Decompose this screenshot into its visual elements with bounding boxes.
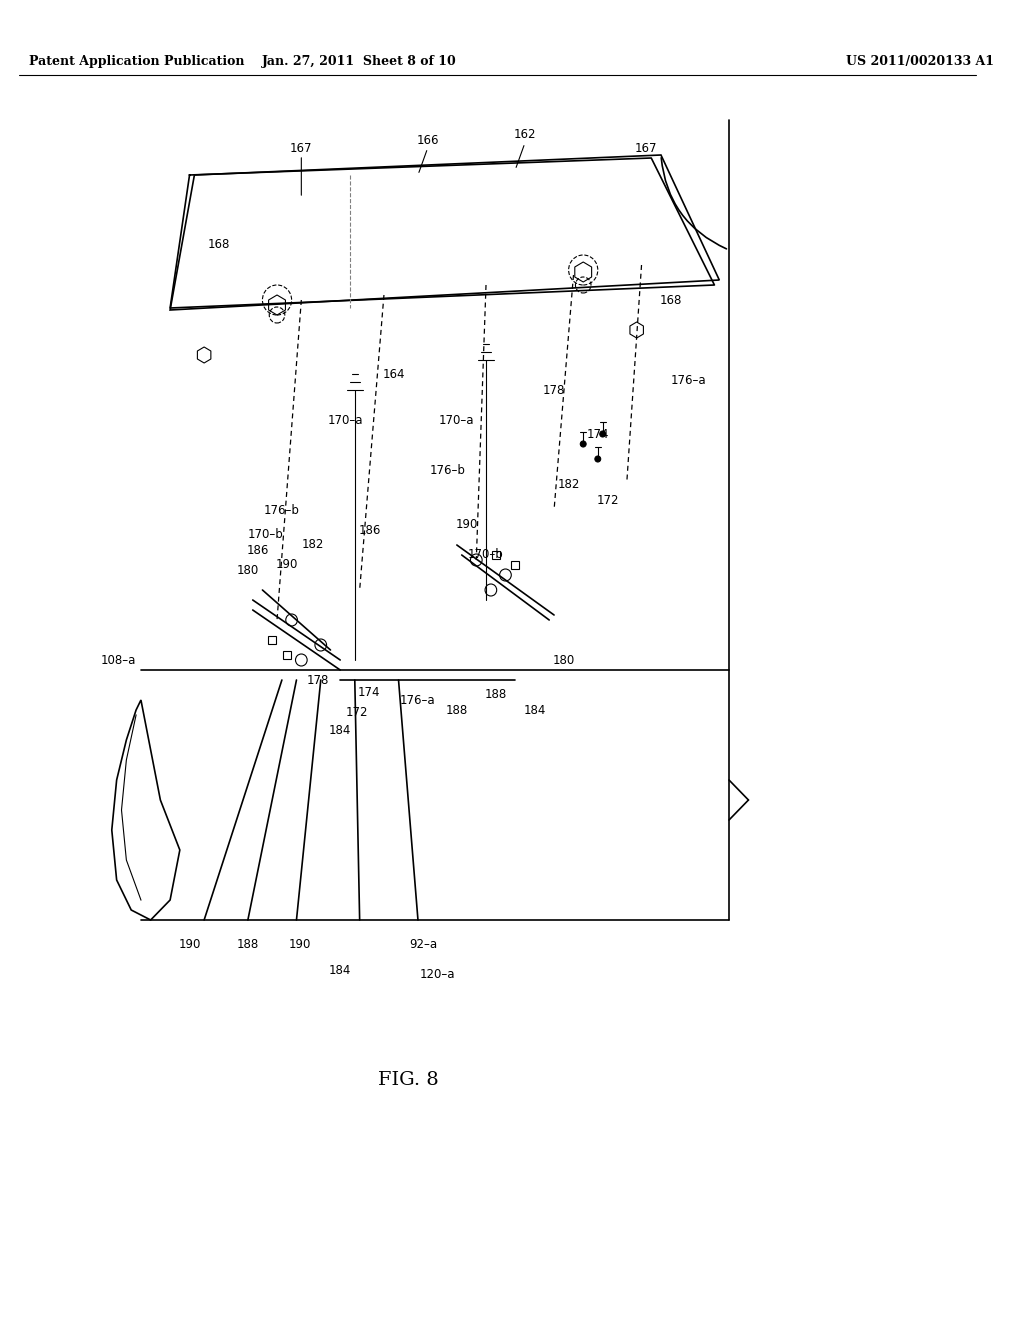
Text: 188: 188 [237,939,259,952]
Text: 167: 167 [635,141,657,154]
Text: 190: 190 [288,939,310,952]
Text: 190: 190 [456,519,478,532]
Bar [492,550,500,558]
Text: 168: 168 [660,293,682,306]
Text: 184: 184 [329,964,351,977]
Text: 170–a: 170–a [439,413,474,426]
Text: FIG. 8: FIG. 8 [378,1071,438,1089]
Text: 188: 188 [445,704,468,717]
Text: 176–a: 176–a [671,374,707,387]
Text: 170–b: 170–b [248,528,284,541]
Text: 108–a: 108–a [100,653,136,667]
Text: 184: 184 [523,704,546,717]
Text: 178: 178 [543,384,565,396]
Text: 180: 180 [237,564,259,577]
Circle shape [581,441,586,447]
Text: 167: 167 [290,141,312,154]
Text: 174: 174 [587,429,609,441]
Text: 170–b: 170–b [468,549,504,561]
Text: 186: 186 [358,524,381,536]
Text: 170–a: 170–a [328,413,362,426]
Text: 182: 182 [302,539,325,552]
Circle shape [600,432,605,437]
Text: 178: 178 [306,673,329,686]
Text: 182: 182 [557,479,580,491]
Bar [283,651,291,659]
Text: US 2011/0020133 A1: US 2011/0020133 A1 [846,55,993,69]
Text: 184: 184 [329,723,351,737]
Text: 188: 188 [484,689,507,701]
Text: 164: 164 [382,368,404,381]
Text: 174: 174 [358,686,381,700]
Circle shape [595,455,601,462]
Text: Jan. 27, 2011  Sheet 8 of 10: Jan. 27, 2011 Sheet 8 of 10 [262,55,457,69]
Text: 172: 172 [596,494,618,507]
Text: 120–a: 120–a [420,969,455,982]
Bar [268,636,276,644]
Text: 176–b: 176–b [429,463,465,477]
Text: 180: 180 [553,653,574,667]
Text: 190: 190 [178,939,201,952]
Text: 166: 166 [417,133,439,147]
Text: 190: 190 [275,558,298,572]
Text: Patent Application Publication: Patent Application Publication [29,55,245,69]
Text: 176–a: 176–a [400,693,436,706]
Bar [511,561,519,569]
Text: 172: 172 [345,706,368,719]
Text: 168: 168 [208,239,230,252]
Text: 186: 186 [247,544,268,557]
Text: 92–a: 92–a [409,939,437,952]
Text: 176–b: 176–b [264,503,300,516]
Text: 162: 162 [514,128,537,141]
